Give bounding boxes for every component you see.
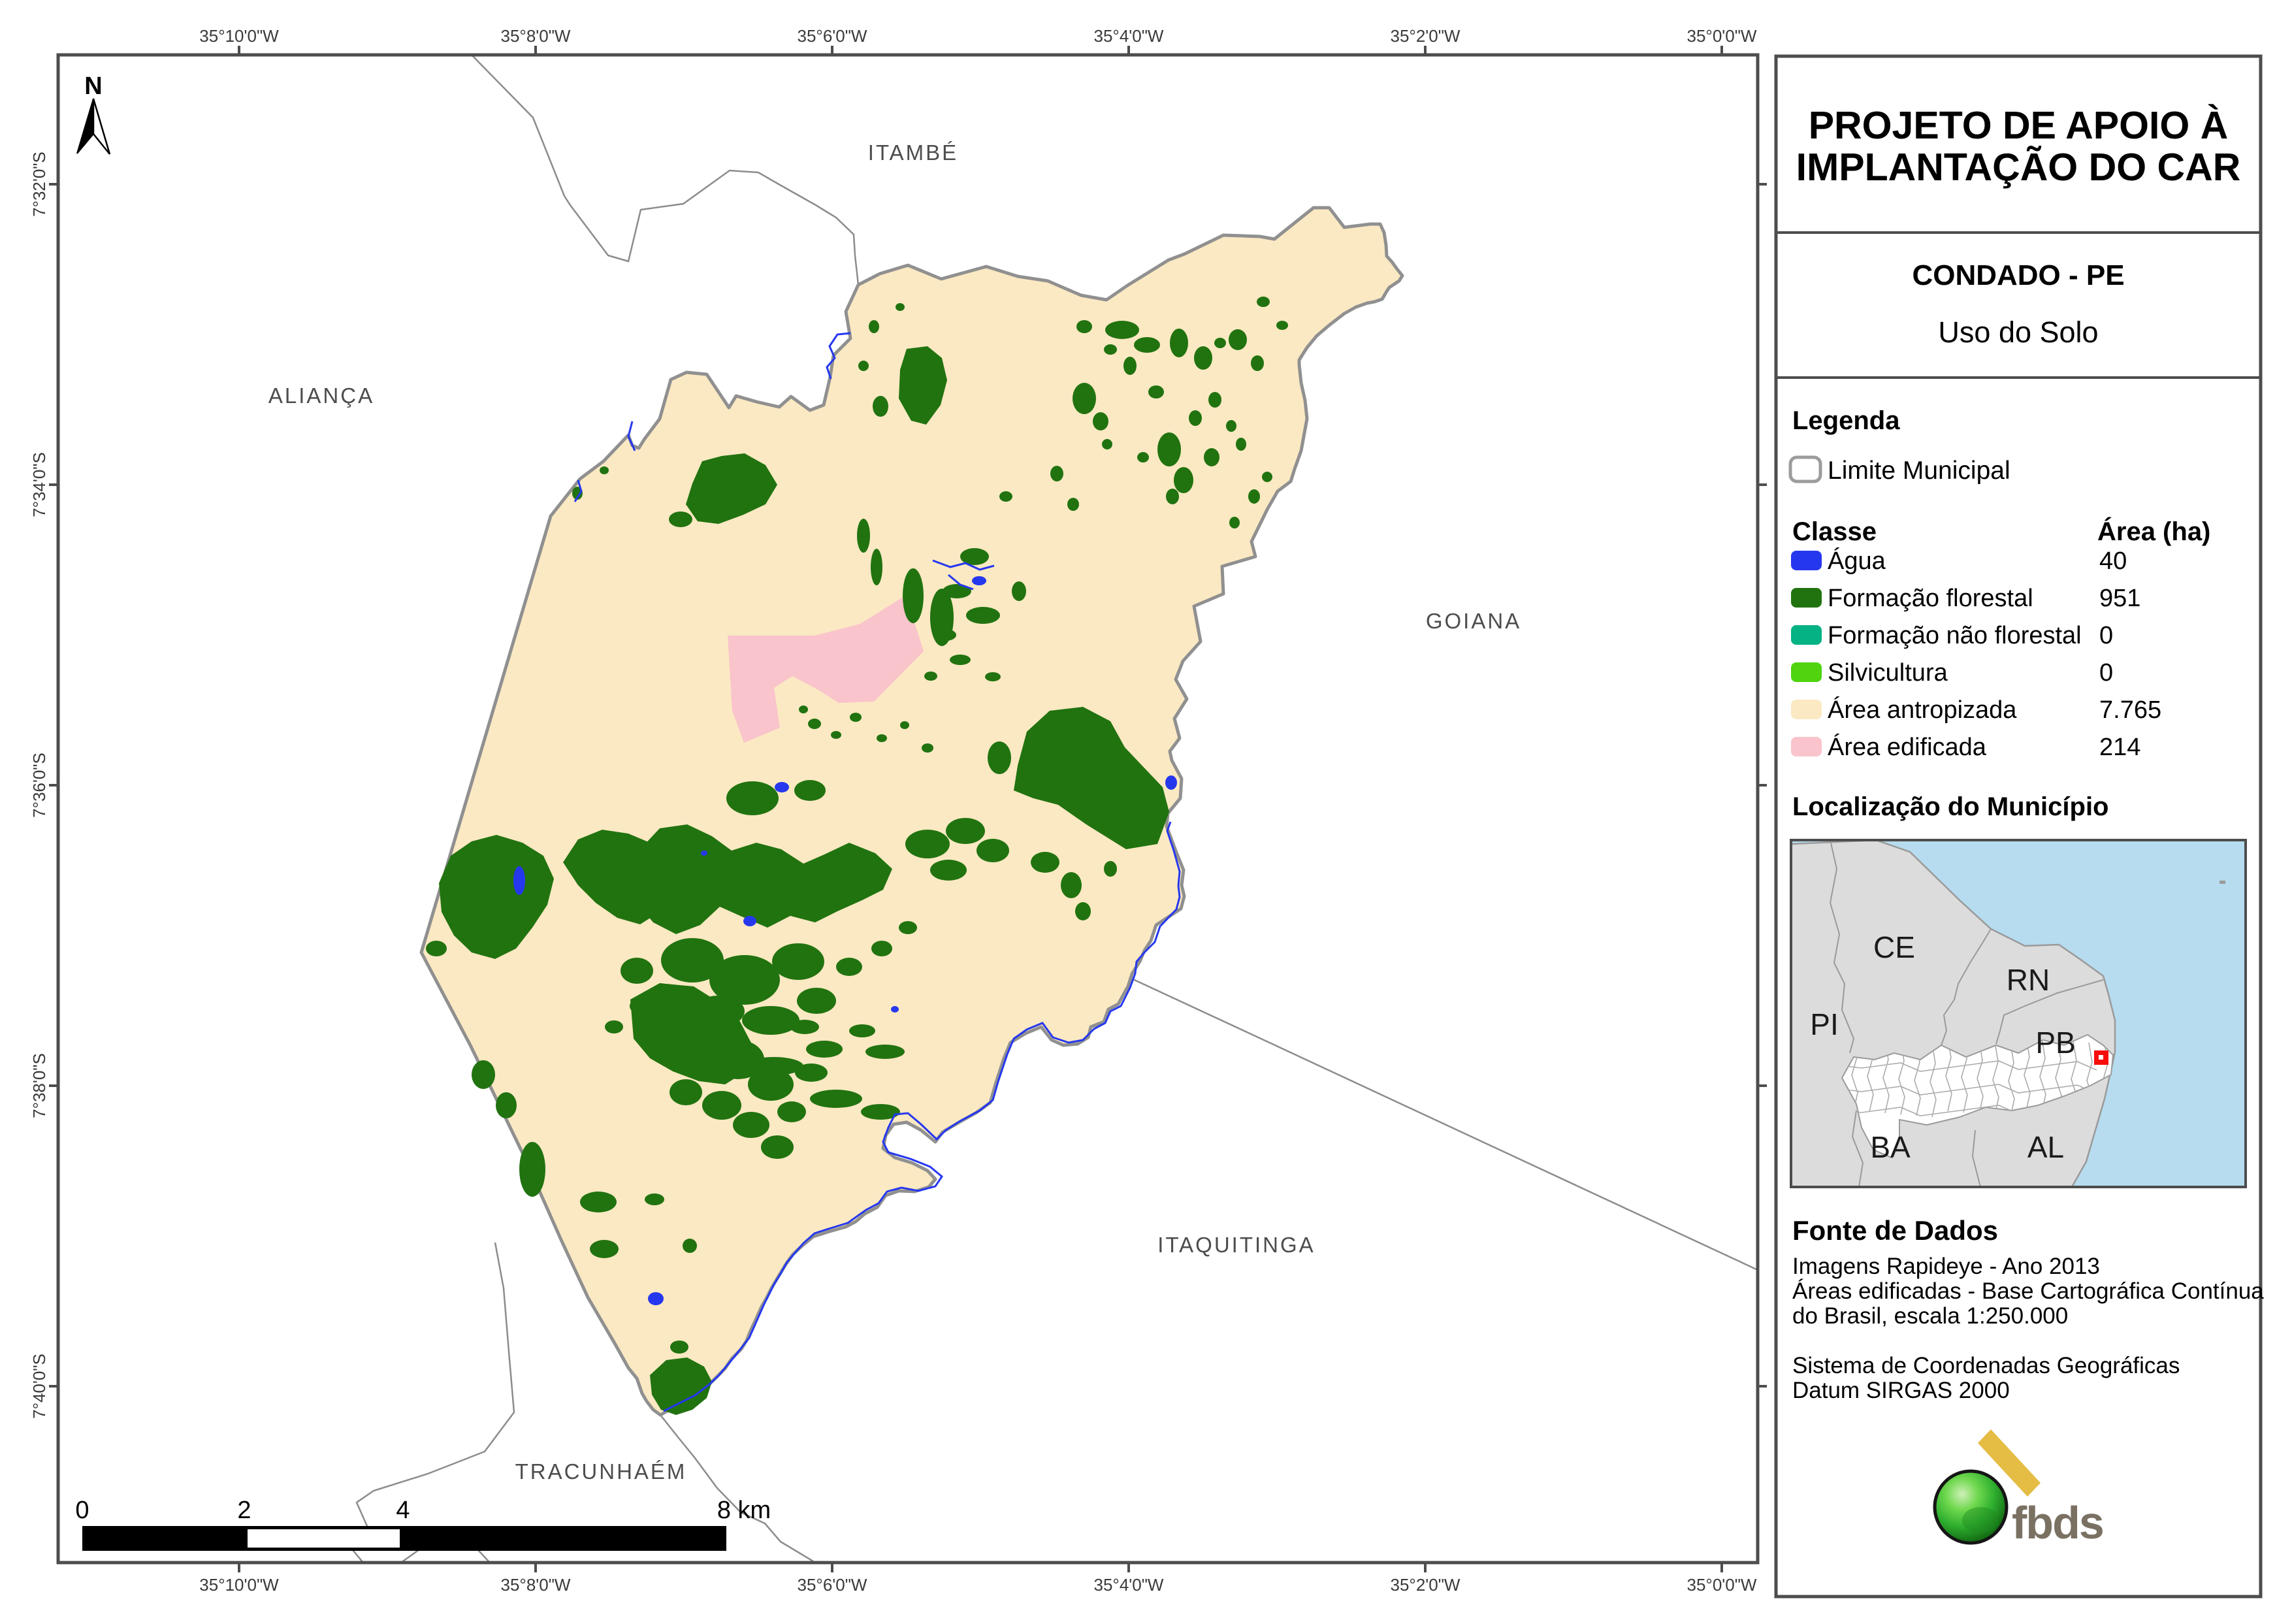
- svg-text:BA: BA: [1870, 1130, 1911, 1164]
- svg-text:951: 951: [2099, 585, 2140, 612]
- svg-text:35°6'0"W: 35°6'0"W: [798, 26, 867, 46]
- svg-text:0: 0: [2099, 659, 2113, 687]
- svg-text:35°10'0"W: 35°10'0"W: [199, 26, 279, 46]
- svg-text:IMPLANTAÇÃO DO CAR: IMPLANTAÇÃO DO CAR: [1796, 146, 2241, 189]
- svg-text:Sistema de Coordenadas Geográf: Sistema de Coordenadas Geográficas: [1792, 1353, 2180, 1378]
- svg-text:PB: PB: [2035, 1026, 2075, 1060]
- svg-text:Legenda: Legenda: [1792, 406, 1900, 435]
- svg-text:Água: Água: [1828, 547, 1886, 575]
- svg-text:Formação florestal: Formação florestal: [1828, 585, 2033, 612]
- svg-text:35°10'0"W: 35°10'0"W: [199, 1575, 279, 1595]
- svg-text:40: 40: [2099, 547, 2127, 575]
- svg-text:35°8'0"W: 35°8'0"W: [501, 26, 571, 46]
- svg-text:35°4'0"W: 35°4'0"W: [1094, 26, 1164, 46]
- svg-text:7°36'0"S: 7°36'0"S: [29, 753, 49, 818]
- svg-text:Datum SIRGAS 2000: Datum SIRGAS 2000: [1792, 1378, 2010, 1403]
- svg-text:do Brasil, escala 1:250.000: do Brasil, escala 1:250.000: [1792, 1303, 2068, 1329]
- svg-text:7°40'0"S: 7°40'0"S: [29, 1354, 49, 1419]
- svg-text:8 km: 8 km: [717, 1497, 771, 1524]
- svg-text:35°0'0"W: 35°0'0"W: [1687, 1575, 1757, 1595]
- svg-text:4: 4: [396, 1497, 410, 1524]
- svg-text:2: 2: [237, 1497, 251, 1524]
- svg-text:fbds: fbds: [2012, 1497, 2103, 1548]
- svg-text:AL: AL: [2027, 1130, 2064, 1164]
- svg-text:PROJETO DE APOIO À: PROJETO DE APOIO À: [1809, 104, 2229, 147]
- svg-text:7°38'0"S: 7°38'0"S: [29, 1053, 49, 1118]
- svg-text:Área antropizada: Área antropizada: [1828, 696, 2017, 724]
- svg-text:35°8'0"W: 35°8'0"W: [501, 1575, 571, 1595]
- svg-text:Uso do Solo: Uso do Solo: [1938, 316, 2098, 349]
- svg-text:7°34'0"S: 7°34'0"S: [29, 452, 49, 517]
- svg-text:ALIANÇA: ALIANÇA: [268, 383, 374, 408]
- svg-text:PI: PI: [1810, 1007, 1838, 1041]
- svg-text:N: N: [84, 73, 102, 100]
- svg-text:0: 0: [2099, 622, 2113, 649]
- svg-text:Limite Municipal: Limite Municipal: [1828, 457, 2010, 485]
- svg-text:Áreas edificadas - Base Cartog: Áreas edificadas - Base Cartográfica Con…: [1792, 1278, 2264, 1304]
- svg-text:GOIANA: GOIANA: [1426, 609, 1521, 633]
- svg-text:Área (ha): Área (ha): [2097, 517, 2210, 546]
- svg-text:0: 0: [75, 1497, 89, 1524]
- svg-text:35°2'0"W: 35°2'0"W: [1391, 26, 1461, 46]
- svg-text:ITAQUITINGA: ITAQUITINGA: [1157, 1233, 1315, 1257]
- svg-text:CONDADO - PE: CONDADO - PE: [1912, 259, 2124, 291]
- svg-text:Localização do Município: Localização do Município: [1792, 792, 2109, 821]
- svg-text:RN: RN: [2007, 963, 2050, 997]
- svg-text:214: 214: [2099, 734, 2140, 761]
- svg-text:Formação não florestal: Formação não florestal: [1828, 622, 2082, 649]
- svg-text:35°0'0"W: 35°0'0"W: [1687, 26, 1757, 46]
- svg-text:CE: CE: [1873, 930, 1915, 964]
- svg-text:ITAMBÉ: ITAMBÉ: [868, 140, 958, 165]
- svg-text:Classe: Classe: [1792, 517, 1877, 546]
- svg-text:7.765: 7.765: [2099, 696, 2161, 724]
- svg-text:Imagens Rapideye - Ano 2013: Imagens Rapideye - Ano 2013: [1792, 1254, 2100, 1279]
- svg-text:35°4'0"W: 35°4'0"W: [1094, 1575, 1164, 1595]
- svg-text:35°2'0"W: 35°2'0"W: [1391, 1575, 1461, 1595]
- svg-text:Silvicultura: Silvicultura: [1828, 659, 1948, 687]
- svg-text:Área edificada: Área edificada: [1828, 733, 1987, 761]
- svg-text:7°32'0"S: 7°32'0"S: [29, 152, 49, 217]
- svg-text:Fonte de Dados: Fonte de Dados: [1792, 1215, 1998, 1246]
- svg-text:35°6'0"W: 35°6'0"W: [798, 1575, 867, 1595]
- svg-text:TRACUNHAÉM: TRACUNHAÉM: [515, 1459, 687, 1484]
